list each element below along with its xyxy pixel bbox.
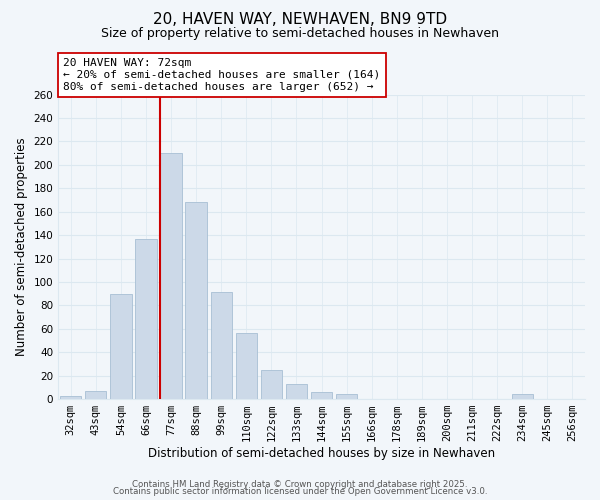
Y-axis label: Number of semi-detached properties: Number of semi-detached properties xyxy=(15,138,28,356)
Bar xyxy=(110,294,131,399)
Bar xyxy=(336,394,358,399)
Text: Contains public sector information licensed under the Open Government Licence v3: Contains public sector information licen… xyxy=(113,487,487,496)
Bar xyxy=(286,384,307,399)
Text: 20 HAVEN WAY: 72sqm
← 20% of semi-detached houses are smaller (164)
80% of semi-: 20 HAVEN WAY: 72sqm ← 20% of semi-detach… xyxy=(64,58,380,92)
Bar xyxy=(261,370,282,399)
Bar xyxy=(211,292,232,399)
Bar xyxy=(236,334,257,399)
Bar xyxy=(311,392,332,399)
Bar xyxy=(85,391,106,399)
Text: Size of property relative to semi-detached houses in Newhaven: Size of property relative to semi-detach… xyxy=(101,28,499,40)
Text: Contains HM Land Registry data © Crown copyright and database right 2025.: Contains HM Land Registry data © Crown c… xyxy=(132,480,468,489)
Bar xyxy=(185,202,207,399)
X-axis label: Distribution of semi-detached houses by size in Newhaven: Distribution of semi-detached houses by … xyxy=(148,447,495,460)
Bar xyxy=(160,153,182,399)
Bar xyxy=(136,238,157,399)
Bar xyxy=(60,396,82,399)
Bar xyxy=(512,394,533,399)
Text: 20, HAVEN WAY, NEWHAVEN, BN9 9TD: 20, HAVEN WAY, NEWHAVEN, BN9 9TD xyxy=(153,12,447,28)
